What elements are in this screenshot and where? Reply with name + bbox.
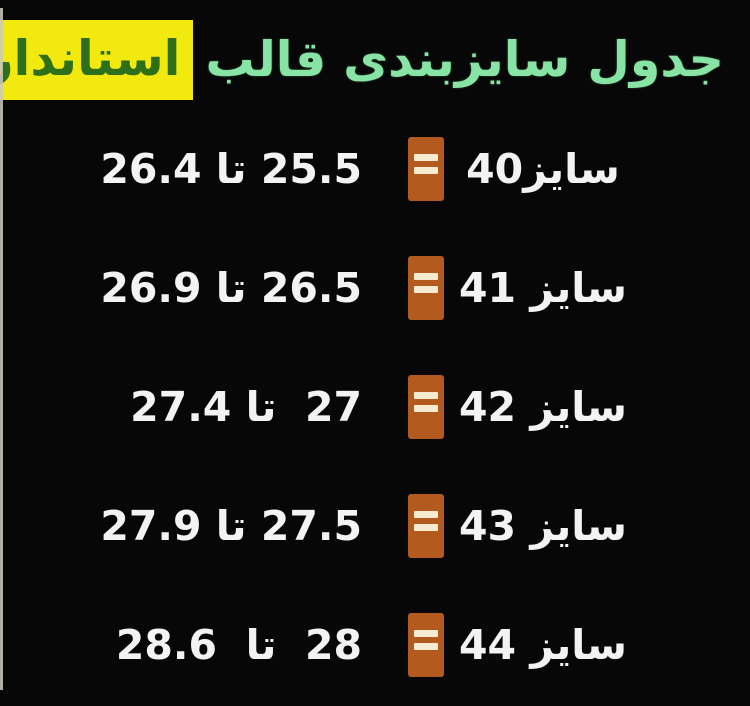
table-row-size-42: سایز 42 27 تا 27.4 [0,348,750,467]
equals-bar-bottom [414,167,438,175]
equals-bar-top [414,511,438,519]
size-range-value: 27 تا 27.4 [130,383,362,432]
equals-bar-top [414,273,438,281]
size-range-value: 25.5 تا 26.4 [100,145,362,194]
equals-bar-top [414,154,438,162]
size-label: سایز 41 [459,264,627,313]
frame-edge-line [0,8,3,690]
equals-icon [408,494,444,559]
badge-cell [402,494,450,559]
equals-bar-bottom [414,643,438,651]
size-range-value: 26.5 تا 26.9 [100,264,362,313]
table-row-size-40: سایز40 25.5 تا 26.4 [0,110,750,229]
size-label: سایز 43 [459,502,627,551]
badge-cell [402,375,450,440]
table-row-size-41: سایز 41 26.5 تا 26.9 [0,229,750,348]
equals-icon [408,137,444,202]
size-label: سایز40 [466,145,620,194]
table-row-size-44: سایز 44 28 تا 28.6 [0,586,750,705]
title-bar: جدول سایزبندی قالب استاندارد [0,0,750,100]
badge-cell [402,613,450,678]
equals-bar-bottom [414,286,438,294]
badge-cell [402,137,450,202]
size-label: سایز 42 [459,383,627,432]
size-range-value: 27.5 تا 27.9 [100,502,362,551]
equals-bar-top [414,392,438,400]
title-highlight-standard: استاندارد [0,20,194,100]
equals-icon [408,256,444,321]
size-table: سایز40 25.5 تا 26.4 سایز 41 26.5 تا 26.9… [0,110,750,705]
equals-icon [408,613,444,678]
size-range-value: 28 تا 28.6 [115,621,362,670]
equals-bar-bottom [414,524,438,532]
page-title: جدول سایزبندی قالب [205,31,724,89]
equals-icon [408,375,444,440]
equals-bar-bottom [414,405,438,413]
table-row-size-43: سایز 43 27.5 تا 27.9 [0,467,750,586]
size-label: سایز 44 [459,621,627,670]
badge-cell [402,256,450,321]
equals-bar-top [414,630,438,638]
